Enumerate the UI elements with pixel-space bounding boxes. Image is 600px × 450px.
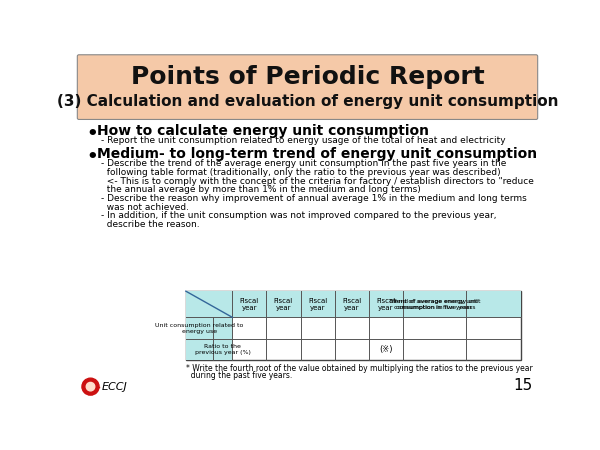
Text: Fiscal
year: Fiscal year (342, 298, 361, 311)
Text: •: • (86, 125, 98, 143)
Text: How to calculate energy unit consumption: How to calculate energy unit consumption (97, 124, 428, 138)
Text: describe the reason.: describe the reason. (101, 220, 199, 229)
Text: the annual average by more than 1% in the medium and long terms): the annual average by more than 1% in th… (101, 185, 421, 194)
Text: ECCJ: ECCJ (101, 382, 127, 392)
Text: •: • (86, 148, 98, 166)
Text: Trend of average energy unit
consumption in five years: Trend of average energy unit consumption… (389, 299, 481, 310)
Text: - Describe the reason why improvement of annual average 1% in the medium and lon: - Describe the reason why improvement of… (101, 194, 526, 203)
Text: Fiscal
year: Fiscal year (308, 298, 327, 311)
Text: Trend of average energy unit
consumption in five years: Trend of average energy unit consumption… (392, 299, 478, 310)
Text: Medium- to long-term trend of energy unit consumption: Medium- to long-term trend of energy uni… (97, 147, 537, 161)
Text: 15: 15 (513, 378, 532, 393)
Text: Fiscal
year: Fiscal year (274, 298, 293, 311)
Text: Ratio to the
previous year (%): Ratio to the previous year (%) (195, 344, 251, 355)
Text: * Write the fourth root of the value obtained by multiplying the ratios to the p: * Write the fourth root of the value obt… (186, 364, 533, 373)
Text: Fiscal
year: Fiscal year (240, 298, 259, 311)
Text: Unit consumption related to
energy use: Unit consumption related to energy use (155, 323, 244, 333)
Text: (※): (※) (379, 345, 392, 354)
Text: - In addition, if the unit consumption was not improved compared to the previous: - In addition, if the unit consumption w… (101, 211, 496, 220)
Text: Points of Periodic Report: Points of Periodic Report (131, 65, 484, 89)
Text: - Describe the trend of the average energy unit consumption in the past five yea: - Describe the trend of the average ener… (101, 159, 506, 168)
Circle shape (86, 382, 95, 391)
Text: was not achieved.: was not achieved. (101, 202, 188, 211)
Text: - Report the unit consumption related to energy usage of the total of heat and e: - Report the unit consumption related to… (101, 136, 505, 145)
Text: (3) Calculation and evaluation of energy unit consumption: (3) Calculation and evaluation of energy… (57, 94, 558, 109)
Text: following table format (traditionally, only the ratio to the previous year was d: following table format (traditionally, o… (101, 168, 500, 177)
FancyBboxPatch shape (77, 55, 538, 119)
Bar (186, 317, 232, 360)
Text: Fiscal
year: Fiscal year (376, 298, 395, 311)
Bar (186, 291, 521, 360)
Bar (186, 291, 521, 317)
Circle shape (82, 378, 99, 395)
Text: <- This is to comply with the concept of the criteria for factory / establish di: <- This is to comply with the concept of… (101, 177, 533, 186)
Text: during the past five years.: during the past five years. (186, 371, 292, 380)
